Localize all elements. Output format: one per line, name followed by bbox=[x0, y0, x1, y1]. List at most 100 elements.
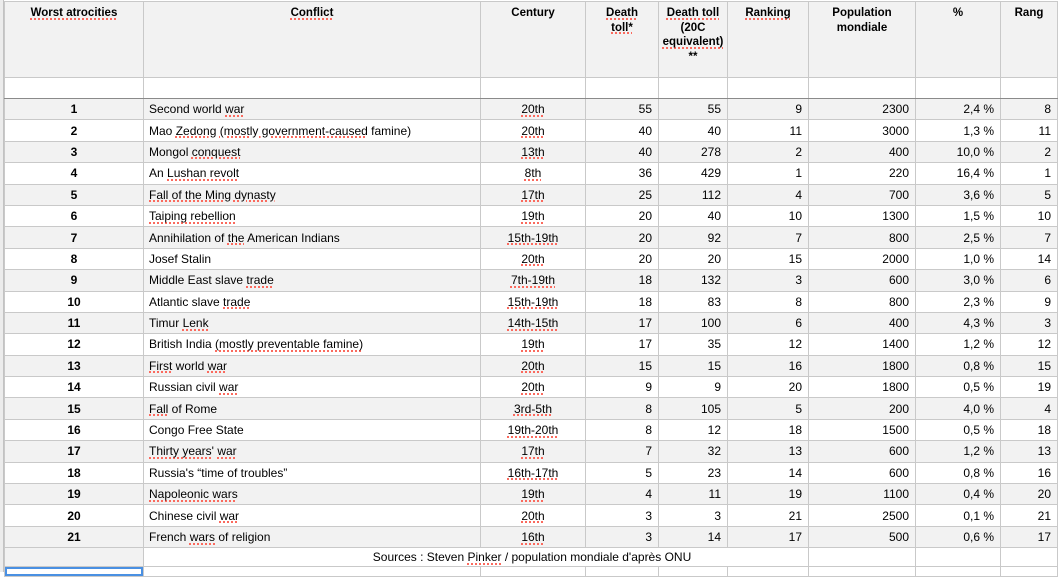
cell-death-toll-20c[interactable]: 3 bbox=[658, 504, 728, 527]
cell-population[interactable]: 400 bbox=[808, 140, 916, 164]
cell-percent[interactable]: 0,8 % bbox=[915, 461, 1001, 485]
cell-conflict[interactable]: Second world war bbox=[143, 97, 481, 121]
cell-death-toll[interactable]: 9 bbox=[585, 376, 659, 399]
cell-percent[interactable]: 2,3 % bbox=[915, 290, 1001, 313]
col-header-worst-atrocities[interactable]: Worst atrocities bbox=[4, 1, 144, 78]
cell-ranking[interactable]: 4 bbox=[727, 183, 809, 206]
cell-rang[interactable]: 6 bbox=[1000, 269, 1058, 292]
cell-century[interactable]: 14th-15th bbox=[480, 311, 586, 335]
cell-ranking[interactable]: 8 bbox=[727, 290, 809, 313]
cell-percent[interactable]: 2,5 % bbox=[915, 226, 1001, 249]
cell-rank[interactable]: 11 bbox=[4, 311, 144, 335]
cell-population[interactable]: 3000 bbox=[808, 119, 916, 142]
cell-century[interactable]: 19th-20th bbox=[480, 418, 586, 442]
col-header-rang[interactable]: Rang bbox=[1000, 1, 1058, 78]
cell-rank[interactable]: 3 bbox=[4, 140, 144, 164]
cell-percent[interactable]: 0,5 % bbox=[915, 418, 1001, 442]
cell-century[interactable]: 19th bbox=[480, 483, 586, 506]
cell-ranking[interactable]: 11 bbox=[727, 119, 809, 142]
cell-percent[interactable]: 1,0 % bbox=[915, 247, 1001, 271]
cell-century[interactable]: 8th bbox=[480, 162, 586, 185]
cell-conflict[interactable]: Atlantic slave trade bbox=[143, 290, 481, 313]
cell-empty[interactable] bbox=[915, 77, 1001, 99]
cell-ranking[interactable]: 21 bbox=[727, 504, 809, 527]
cell-empty[interactable] bbox=[4, 547, 144, 568]
cell-ranking[interactable]: 2 bbox=[727, 140, 809, 164]
cell-percent[interactable]: 0,8 % bbox=[915, 354, 1001, 378]
cell-death-toll[interactable]: 4 bbox=[585, 483, 659, 506]
cell-conflict[interactable]: French wars of religion bbox=[143, 525, 481, 549]
cell-death-toll-20c[interactable]: 55 bbox=[658, 97, 728, 121]
cell-population[interactable]: 600 bbox=[808, 461, 916, 485]
cell-population[interactable]: 400 bbox=[808, 311, 916, 335]
cell-death-toll-20c[interactable]: 32 bbox=[658, 440, 728, 463]
cell-population[interactable]: 220 bbox=[808, 162, 916, 185]
cell-rank[interactable]: 12 bbox=[4, 333, 144, 356]
cell-rang[interactable]: 17 bbox=[1000, 525, 1058, 549]
col-header-death-toll-20c-equivalent[interactable]: Death toll (20C equivalent) ** bbox=[658, 1, 728, 78]
cell-empty[interactable] bbox=[808, 547, 916, 568]
cell-century[interactable]: 20th bbox=[480, 119, 586, 142]
cell-rank[interactable]: 5 bbox=[4, 183, 144, 206]
cell-death-toll[interactable]: 36 bbox=[585, 162, 659, 185]
cell-conflict[interactable]: Mongol conquest bbox=[143, 140, 481, 164]
cell-conflict[interactable]: Taiping rebellion bbox=[143, 204, 481, 228]
cell-death-toll[interactable]: 55 bbox=[585, 97, 659, 121]
cell-death-toll[interactable]: 25 bbox=[585, 183, 659, 206]
cell-century[interactable]: 17th bbox=[480, 183, 586, 206]
cell-rang[interactable]: 20 bbox=[1000, 483, 1058, 506]
cell-empty[interactable] bbox=[1000, 77, 1058, 99]
cell-death-toll-20c[interactable]: 15 bbox=[658, 354, 728, 378]
cell-empty[interactable] bbox=[727, 77, 809, 99]
cell-population[interactable]: 600 bbox=[808, 440, 916, 463]
cell-percent[interactable]: 4,3 % bbox=[915, 311, 1001, 335]
cell-percent[interactable]: 1,3 % bbox=[915, 119, 1001, 142]
cell-population[interactable]: 1300 bbox=[808, 204, 916, 228]
cell-century[interactable]: 20th bbox=[480, 376, 586, 399]
cell-death-toll[interactable]: 20 bbox=[585, 204, 659, 228]
cell-century[interactable]: 19th bbox=[480, 204, 586, 228]
cell-conflict[interactable]: Annihilation of the American Indians bbox=[143, 226, 481, 249]
cell-century[interactable]: 15th-19th bbox=[480, 226, 586, 249]
cell-death-toll-20c[interactable]: 105 bbox=[658, 397, 728, 420]
cell-rank[interactable]: 19 bbox=[4, 483, 144, 506]
cell-conflict[interactable]: Mao Zedong (mostly government-caused fam… bbox=[143, 119, 481, 142]
cell-death-toll[interactable]: 40 bbox=[585, 119, 659, 142]
cell-rang[interactable]: 5 bbox=[1000, 183, 1058, 206]
cell-rang[interactable]: 9 bbox=[1000, 290, 1058, 313]
sources-cell[interactable]: Sources : Steven Pinker / population mon… bbox=[143, 547, 809, 568]
cell-death-toll-20c[interactable]: 92 bbox=[658, 226, 728, 249]
cell-century[interactable]: 19th bbox=[480, 333, 586, 356]
cell-population[interactable]: 500 bbox=[808, 525, 916, 549]
cell-rank[interactable]: 7 bbox=[4, 226, 144, 249]
cell-death-toll[interactable]: 20 bbox=[585, 226, 659, 249]
cell-population[interactable]: 1800 bbox=[808, 354, 916, 378]
cell-rank[interactable]: 10 bbox=[4, 290, 144, 313]
cell-rang[interactable]: 16 bbox=[1000, 461, 1058, 485]
cell-ranking[interactable]: 7 bbox=[727, 226, 809, 249]
cell-ranking[interactable]: 15 bbox=[727, 247, 809, 271]
cell-rank[interactable]: 16 bbox=[4, 418, 144, 442]
cell-percent[interactable]: 1,5 % bbox=[915, 204, 1001, 228]
cell-rank[interactable]: 13 bbox=[4, 354, 144, 378]
cell-ranking[interactable]: 14 bbox=[727, 461, 809, 485]
cell-conflict[interactable]: Russian civil war bbox=[143, 376, 481, 399]
cell-ranking[interactable]: 18 bbox=[727, 418, 809, 442]
cell-ranking[interactable]: 9 bbox=[727, 97, 809, 121]
cell-population[interactable]: 1100 bbox=[808, 483, 916, 506]
cell-empty[interactable] bbox=[808, 77, 916, 99]
col-header-percent[interactable]: % bbox=[915, 1, 1001, 78]
cell-ranking[interactable]: 13 bbox=[727, 440, 809, 463]
cell-rang[interactable]: 3 bbox=[1000, 311, 1058, 335]
cell-conflict[interactable]: Fall of Rome bbox=[143, 397, 481, 420]
cell-death-toll-20c[interactable]: 40 bbox=[658, 119, 728, 142]
cell-percent[interactable]: 0,6 % bbox=[915, 525, 1001, 549]
cell-rank[interactable]: 9 bbox=[4, 269, 144, 292]
cell-death-toll[interactable]: 15 bbox=[585, 354, 659, 378]
cell-percent[interactable]: 3,6 % bbox=[915, 183, 1001, 206]
cell-ranking[interactable]: 3 bbox=[727, 269, 809, 292]
cell-century[interactable]: 20th bbox=[480, 247, 586, 271]
cell-death-toll[interactable]: 20 bbox=[585, 247, 659, 271]
cell-empty[interactable] bbox=[143, 77, 481, 99]
cell-conflict[interactable]: Middle East slave trade bbox=[143, 269, 481, 292]
